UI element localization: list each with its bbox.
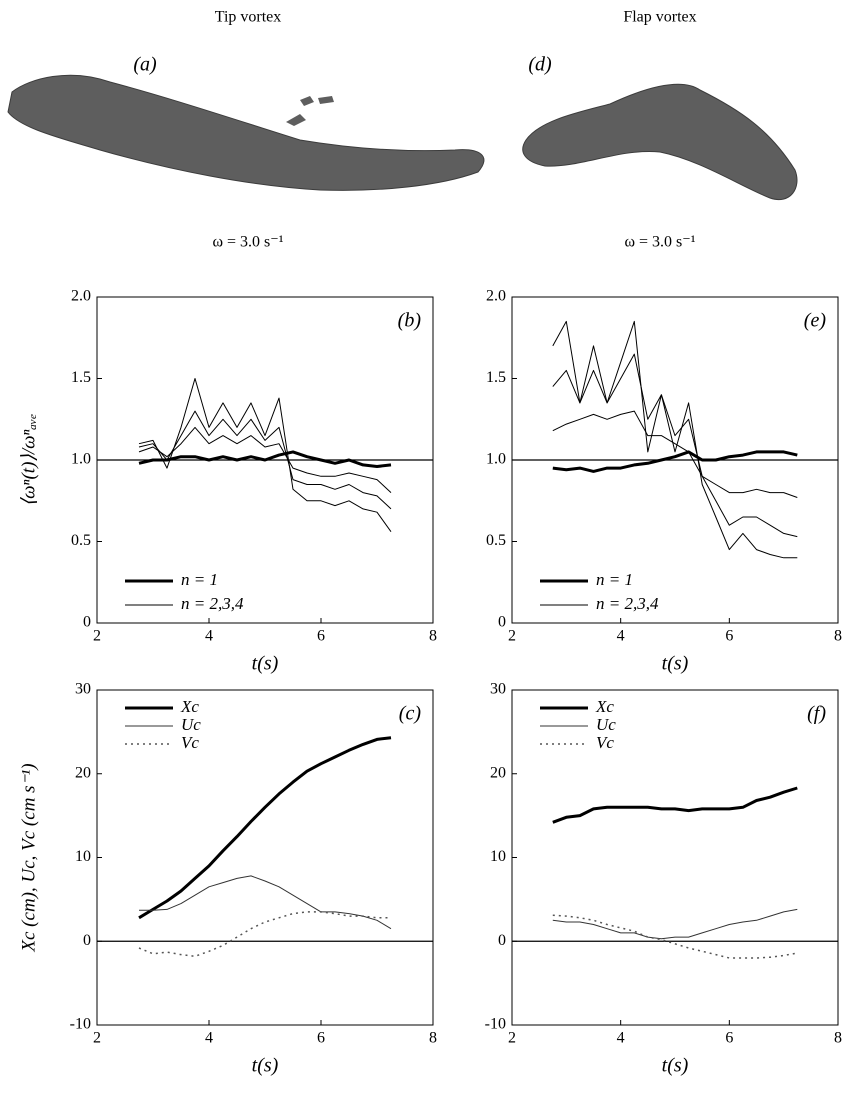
y-tick-label: 0.5 [71,532,91,549]
series-line [552,410,798,498]
image-caption: ω = 3.0 s⁻¹ [212,234,283,251]
panel-label: (c) [399,703,422,725]
x-tick-label: 2 [93,1030,101,1047]
y-tick-label: 20 [75,764,91,781]
vortex-image [7,74,485,191]
series-line [552,320,798,559]
y-tick-label: 30 [490,681,506,698]
series-line [138,911,391,958]
x-tick-label: 2 [508,1030,516,1047]
series-line [139,875,392,930]
y-tick-label: 1.0 [486,451,506,468]
x-tick-label: 6 [725,628,733,645]
vortex-image [286,96,334,126]
series-line [552,914,798,959]
x-tick-label: 6 [317,1030,325,1047]
x-axis-label: t(s) [252,1055,279,1077]
x-axis-label: t(s) [662,653,689,675]
x-axis-label: t(s) [252,653,279,675]
legend-label: Vc [596,733,614,752]
series-line [138,426,392,493]
panel-label: (d) [528,54,552,76]
series-line [552,450,798,473]
y-tick-label: 10 [75,848,91,865]
y-tick-label: -10 [485,1016,506,1033]
x-axis-label: t(s) [662,1055,689,1077]
panel-label: (a) [133,54,157,76]
vortex-image [522,83,798,201]
y-axis-label: Xc (cm), Uc, Vc (cm s⁻¹) [18,763,39,952]
y-tick-label: 1.0 [71,451,91,468]
plot-frame [96,689,434,1026]
y-tick-label: 0 [83,614,91,631]
x-tick-label: 6 [725,1030,733,1047]
x-tick-label: 2 [93,628,101,645]
plot-frame [511,689,839,1026]
y-tick-label: 2.0 [71,288,91,305]
legend-label: n = 2,3,4 [181,594,244,613]
x-tick-label: 4 [205,1030,213,1047]
panel-label: (f) [807,703,826,725]
y-tick-label: 20 [490,764,506,781]
column-title: Tip vortex [215,9,282,26]
x-tick-label: 2 [508,628,516,645]
series-line [138,736,392,920]
y-tick-label: 0.5 [486,532,506,549]
y-tick-label: -10 [70,1016,91,1033]
x-tick-label: 4 [617,1030,625,1047]
legend-label: Xc [595,697,614,716]
x-tick-label: 4 [617,628,625,645]
panel-label: (b) [398,310,422,332]
x-tick-label: 6 [317,628,325,645]
y-tick-label: 1.5 [71,369,91,386]
legend-label: n = 1 [596,570,633,589]
series-line [138,378,392,532]
y-tick-label: 2.0 [486,288,506,305]
column-title: Flap vortex [623,9,696,26]
y-tick-label: 0 [83,932,91,949]
legend-label: n = 1 [181,570,218,589]
legend-label: n = 2,3,4 [596,594,659,613]
panel-label: (e) [804,310,827,332]
x-tick-label: 8 [429,628,437,645]
x-tick-label: 4 [205,628,213,645]
legend-label: Vc [181,733,199,752]
series-line [552,786,798,824]
y-tick-label: 0 [498,614,506,631]
x-tick-label: 8 [834,628,842,645]
y-tick-label: 1.5 [486,369,506,386]
series-line [552,908,798,940]
y-tick-label: 10 [490,848,506,865]
y-tick-label: 0 [498,932,506,949]
y-axis-label: ⟨ωⁿ(t)⟩/ωⁿₐᵥₑ [18,414,39,507]
legend-label: Uc [596,715,616,734]
x-tick-label: 8 [429,1030,437,1047]
y-tick-label: 30 [75,681,91,698]
series-line [138,450,392,468]
series-line [552,353,798,538]
x-tick-label: 8 [834,1030,842,1047]
legend-label: Xc [180,697,199,716]
series-line [138,410,392,510]
legend-label: Uc [181,715,201,734]
image-caption: ω = 3.0 s⁻¹ [624,234,695,251]
